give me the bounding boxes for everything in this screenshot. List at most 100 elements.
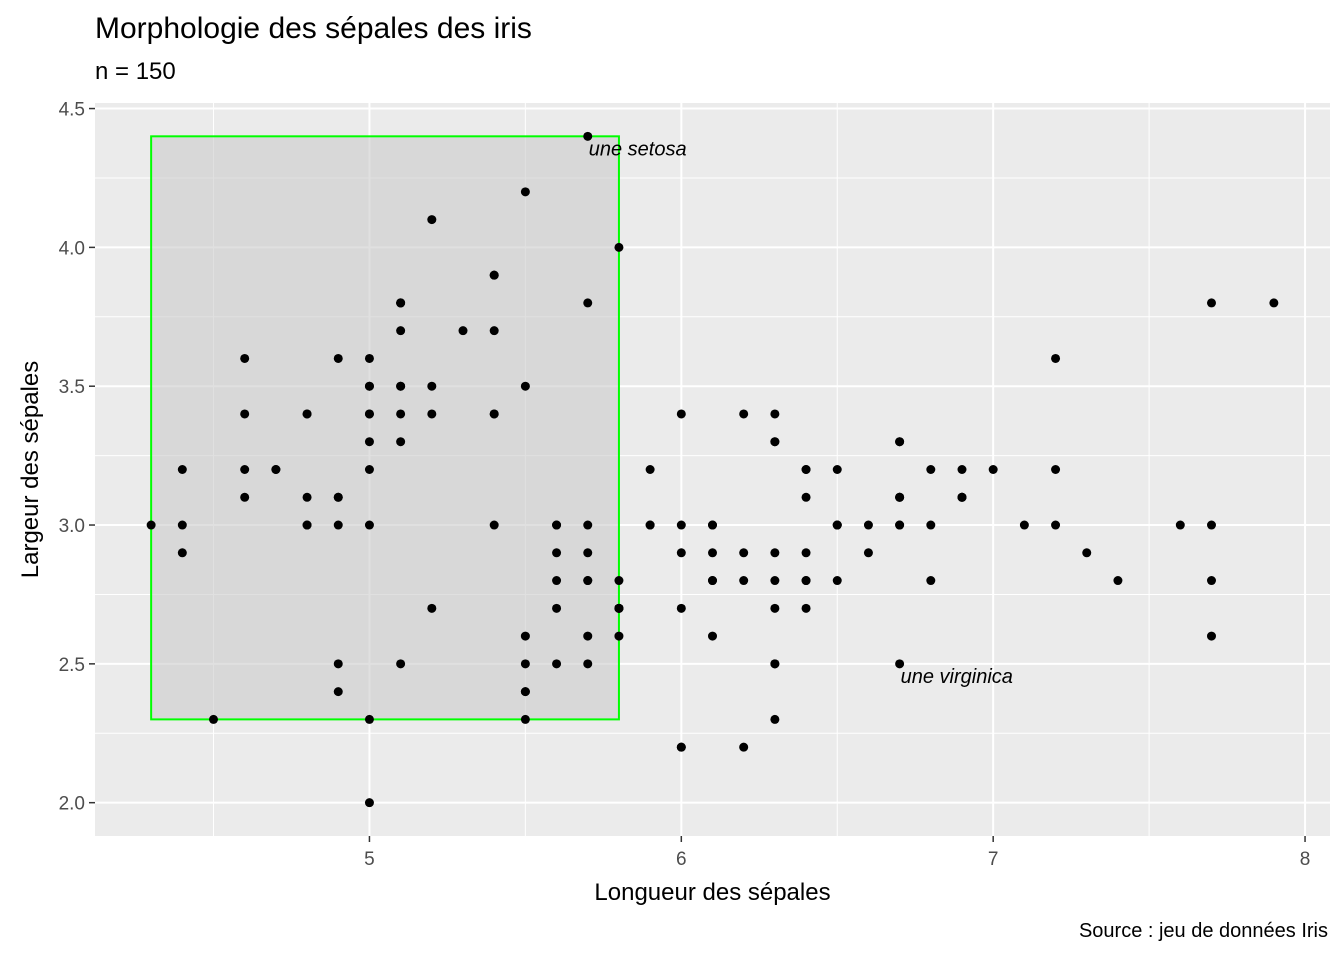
data-point bbox=[614, 576, 624, 586]
data-point bbox=[552, 603, 562, 613]
data-point bbox=[333, 520, 343, 530]
y-tick-label: 3.0 bbox=[59, 516, 85, 537]
data-point bbox=[333, 353, 343, 363]
data-point bbox=[957, 465, 967, 474]
data-point bbox=[396, 409, 406, 419]
data-point bbox=[770, 437, 780, 447]
data-point bbox=[801, 576, 811, 586]
data-point bbox=[146, 520, 156, 530]
data-point bbox=[489, 409, 499, 419]
data-point bbox=[1206, 576, 1216, 586]
data-point bbox=[988, 465, 998, 474]
data-point bbox=[770, 548, 780, 558]
data-point bbox=[364, 381, 374, 391]
data-point bbox=[895, 437, 905, 447]
data-point bbox=[364, 520, 374, 530]
data-point bbox=[739, 409, 749, 419]
data-point bbox=[427, 409, 437, 419]
data-point bbox=[614, 603, 624, 613]
data-point bbox=[583, 520, 593, 530]
data-point bbox=[770, 659, 780, 669]
y-tick-label: 4.5 bbox=[59, 100, 85, 121]
data-point bbox=[177, 465, 187, 474]
data-point bbox=[583, 131, 593, 141]
data-point bbox=[676, 548, 686, 558]
data-point bbox=[364, 714, 374, 724]
x-axis-title: Longueur des sépales bbox=[594, 879, 830, 906]
data-point bbox=[520, 381, 530, 391]
data-point bbox=[333, 659, 343, 669]
chart-title: Morphologie des sépales des iris bbox=[95, 12, 532, 45]
data-point bbox=[708, 520, 717, 530]
data-point bbox=[552, 659, 562, 669]
data-point bbox=[302, 492, 312, 502]
data-point bbox=[396, 326, 406, 336]
data-point bbox=[832, 576, 842, 586]
data-point bbox=[458, 326, 468, 336]
data-point bbox=[520, 659, 530, 669]
highlight-rectangle bbox=[150, 135, 620, 721]
data-point bbox=[801, 603, 811, 613]
data-point bbox=[333, 492, 343, 502]
data-point bbox=[926, 576, 936, 586]
data-point bbox=[614, 242, 624, 252]
data-point bbox=[396, 298, 406, 308]
x-tick-label: 6 bbox=[676, 849, 687, 870]
data-point bbox=[739, 576, 749, 586]
data-point bbox=[645, 520, 655, 530]
data-point bbox=[552, 520, 562, 530]
data-point bbox=[614, 631, 624, 641]
data-point bbox=[177, 520, 187, 530]
data-point bbox=[583, 631, 593, 641]
data-point bbox=[302, 409, 312, 419]
data-point bbox=[520, 714, 530, 724]
data-point bbox=[1269, 298, 1279, 308]
data-point bbox=[1051, 353, 1061, 363]
x-tick-label: 7 bbox=[988, 849, 999, 870]
data-point bbox=[396, 437, 406, 447]
data-point bbox=[552, 576, 562, 586]
data-point bbox=[1051, 520, 1061, 530]
data-point bbox=[240, 409, 250, 419]
data-point bbox=[1019, 520, 1029, 530]
data-point bbox=[832, 520, 842, 530]
data-point bbox=[520, 687, 530, 697]
data-point bbox=[489, 520, 499, 530]
data-point bbox=[1206, 520, 1216, 530]
data-point bbox=[364, 798, 374, 808]
data-point bbox=[364, 437, 374, 447]
data-point bbox=[427, 215, 437, 225]
x-tick-label: 8 bbox=[1300, 849, 1311, 870]
x-axis: 5 6 7 8 bbox=[364, 836, 1310, 870]
data-point bbox=[364, 353, 374, 363]
data-point bbox=[708, 576, 717, 586]
annotations: une setosa une virginica bbox=[589, 138, 1013, 688]
data-point bbox=[895, 492, 905, 502]
y-axis-title: Largeur des sépales bbox=[17, 361, 44, 578]
data-point bbox=[770, 714, 780, 724]
data-point bbox=[863, 548, 873, 558]
data-point bbox=[801, 548, 811, 558]
data-point bbox=[1051, 465, 1061, 474]
data-point bbox=[583, 659, 593, 669]
y-tick-label: 3.5 bbox=[59, 377, 85, 398]
data-point bbox=[583, 548, 593, 558]
y-tick-label: 2.0 bbox=[59, 794, 85, 815]
data-point bbox=[801, 492, 811, 502]
data-point bbox=[676, 520, 686, 530]
data-point bbox=[895, 659, 905, 669]
data-point bbox=[489, 270, 499, 280]
data-point bbox=[520, 631, 530, 641]
data-point bbox=[396, 659, 406, 669]
data-point bbox=[645, 465, 655, 474]
data-point bbox=[1206, 298, 1216, 308]
data-point bbox=[895, 520, 905, 530]
data-point bbox=[926, 465, 936, 474]
data-point bbox=[801, 465, 811, 474]
data-point bbox=[708, 631, 717, 641]
data-point bbox=[209, 714, 219, 724]
data-point bbox=[333, 687, 343, 697]
data-point bbox=[770, 603, 780, 613]
data-point bbox=[739, 742, 749, 752]
